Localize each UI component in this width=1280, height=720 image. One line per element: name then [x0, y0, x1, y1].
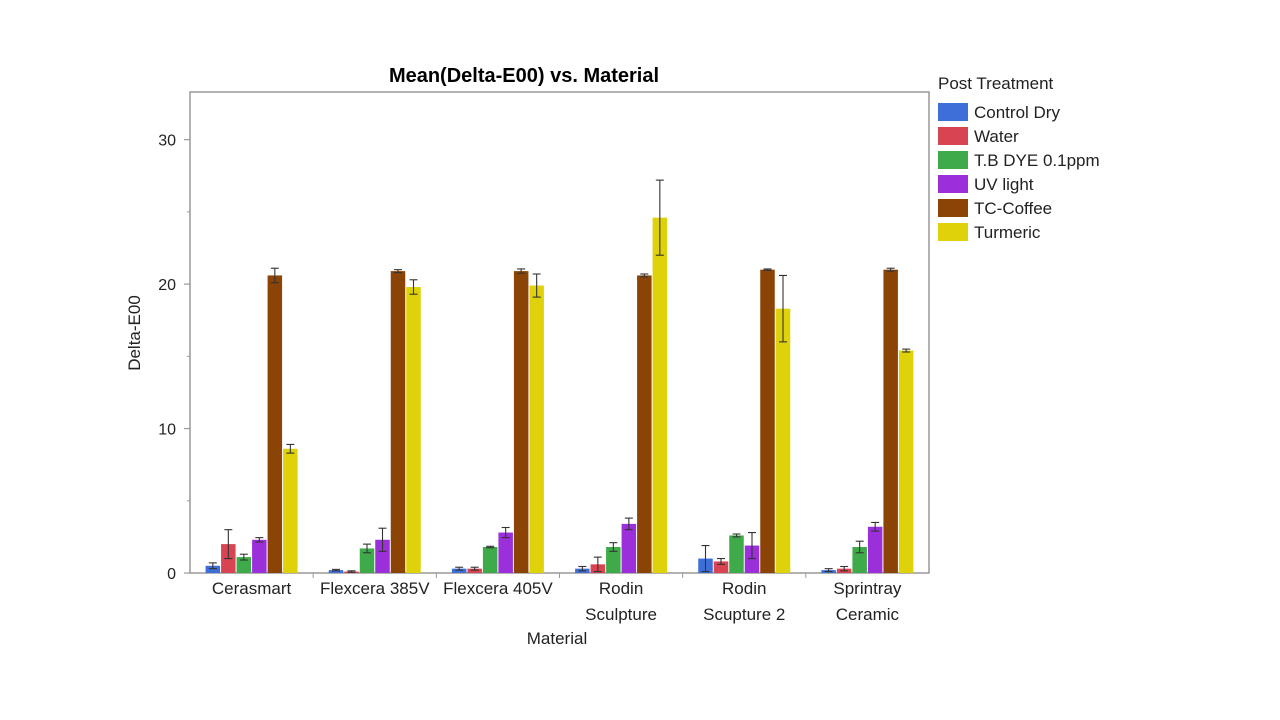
bar-turmeric-3 [652, 217, 668, 573]
legend-swatch-control-dry [938, 103, 968, 121]
bar-turmeric-5 [898, 350, 914, 573]
bar-t-b-dye-0-1ppm-3 [606, 547, 621, 573]
legend-label-tc-coffee: TC-Coffee [974, 199, 1052, 218]
bar-tc-coffee-0 [267, 275, 283, 573]
legend-label-water: Water [974, 127, 1019, 146]
legend-swatch-uv-light [938, 175, 968, 193]
legend-label-turmeric: Turmeric [974, 223, 1041, 242]
bar-uv-light-5 [867, 526, 883, 573]
x-category-label: Rodin [722, 579, 766, 598]
bar-t-b-dye-0-1ppm-2 [482, 547, 498, 573]
x-category-label: Sculpture [585, 605, 657, 624]
bar-tc-coffee-3 [637, 275, 652, 573]
x-category-label: Flexcera 385V [320, 579, 430, 598]
bar-turmeric-0 [283, 448, 298, 573]
bar-t-b-dye-0-1ppm-5 [852, 547, 867, 573]
bar-control-dry-2 [451, 568, 467, 573]
chart-title: Mean(Delta-E00) vs. Material [389, 65, 659, 87]
x-category-label: Rodin [599, 579, 643, 598]
bar-t-b-dye-0-1ppm-4 [729, 535, 744, 573]
bar-tc-coffee-1 [390, 271, 406, 573]
bar-turmeric-4 [775, 308, 791, 573]
legend-swatch-t-b-dye-0-1ppm [938, 151, 968, 169]
y-tick-label: 20 [158, 277, 176, 294]
legend-swatch-water [938, 127, 968, 145]
legend: Post Treatment Control Dry Water T.B DYE 0… [938, 74, 1100, 242]
legend-label-t-b-dye-0-1ppm: T.B DYE 0.1ppm [974, 151, 1100, 170]
plot-area: 0 10 20 30 Cerasmart Flexcera 385V Flexcera 40… [158, 91, 930, 624]
y-axis-label: Delta-E00 [125, 295, 144, 371]
x-category-label: Scupture 2 [703, 605, 785, 624]
y-tick-label: 30 [158, 133, 176, 150]
bar-turmeric-1 [406, 287, 421, 573]
legend-label-control-dry: Control Dry [974, 103, 1060, 122]
bar-water-4 [713, 561, 729, 573]
legend-swatch-turmeric [938, 223, 968, 241]
y-tick-label: 0 [167, 566, 176, 583]
bar-tc-coffee-4 [760, 269, 775, 573]
x-category-label: Cerasmart [212, 579, 292, 598]
legend-swatch-tc-coffee [938, 199, 968, 217]
bar-uv-light-4 [744, 545, 760, 573]
bar-uv-light-1 [375, 539, 390, 573]
bar-water-2 [467, 568, 482, 573]
x-category-label: Sprintray [833, 579, 902, 598]
bar-tc-coffee-5 [883, 269, 898, 573]
bar-uv-light-0 [252, 539, 267, 573]
bar-control-dry-1 [328, 570, 344, 573]
legend-label-uv-light: UV light [974, 175, 1034, 194]
x-axis-label: Material [527, 629, 587, 648]
bar-t-b-dye-0-1ppm-0 [236, 557, 252, 573]
x-category-label: Ceramic [836, 605, 900, 624]
plot-frame [189, 91, 930, 574]
x-category-label: Flexcera 405V [443, 579, 553, 598]
bar-uv-light-2 [498, 532, 513, 573]
bar-t-b-dye-0-1ppm-1 [359, 548, 375, 573]
bar-turmeric-2 [529, 285, 544, 573]
bar-uv-light-3 [621, 523, 637, 573]
bar-tc-coffee-2 [513, 271, 529, 573]
legend-title: Post Treatment [938, 74, 1054, 93]
bar-control-dry-0 [205, 565, 221, 573]
y-tick-label: 10 [158, 422, 176, 439]
